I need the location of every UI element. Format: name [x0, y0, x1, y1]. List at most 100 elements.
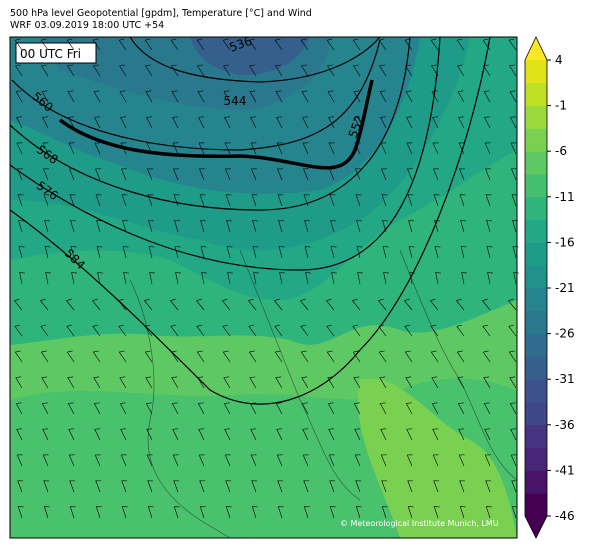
wind-barb	[223, 376, 231, 389]
wind-barb	[251, 480, 258, 493]
wind-barb	[302, 116, 309, 129]
wind-barb	[405, 376, 413, 389]
map-frame	[9, 36, 518, 539]
wind-barb	[483, 402, 491, 415]
wind-barb	[222, 38, 231, 51]
wind-barb	[355, 506, 362, 519]
wind-barb	[460, 246, 467, 259]
colorbar-tick-label: -41	[555, 463, 575, 477]
subtitle: WRF 03.09.2019 18:00 UTC +54	[10, 20, 164, 31]
wind-barb	[226, 220, 232, 233]
wind-barb	[354, 454, 361, 467]
wind-barb	[300, 324, 309, 337]
wind-barb	[248, 38, 257, 51]
wind-barb	[276, 428, 283, 441]
wind-barb	[303, 194, 310, 207]
wind-barb	[409, 271, 415, 285]
wind-barb	[408, 220, 414, 233]
wind-barb	[485, 168, 491, 181]
wind-barb	[457, 376, 465, 389]
wind-barb	[44, 220, 50, 233]
wind-barb	[118, 38, 127, 51]
wind-barb	[382, 246, 389, 259]
wind-barb	[383, 271, 389, 285]
wind-barb	[380, 454, 387, 467]
wind-barb	[432, 428, 439, 441]
wind-barb	[120, 142, 127, 155]
wind-barb	[433, 506, 440, 519]
wind-barb	[225, 194, 232, 207]
wind-barb	[15, 64, 23, 77]
wind-barb	[66, 324, 75, 337]
wind-barb	[67, 376, 75, 389]
colorbar-band	[525, 333, 547, 357]
wind-barb	[303, 506, 310, 519]
wind-barb	[18, 246, 25, 259]
wind-barb	[68, 428, 75, 441]
wind-barb	[407, 480, 414, 493]
wind-barb	[14, 324, 23, 337]
wind-barb	[119, 402, 127, 415]
wind-barb	[223, 90, 231, 103]
wind-barb	[405, 64, 413, 77]
wind-barb	[145, 402, 153, 415]
wind-barb	[328, 428, 335, 441]
wind-barb	[144, 324, 153, 337]
wind-barb	[42, 428, 49, 441]
wind-barb	[356, 220, 362, 233]
wind-barb	[70, 246, 77, 259]
wind-barb	[45, 271, 51, 285]
wind-barb	[351, 298, 361, 311]
wind-barb	[301, 376, 309, 389]
wind-barb	[196, 350, 205, 363]
wind-barb	[68, 142, 75, 155]
wind-barb	[278, 220, 284, 233]
wind-barb	[299, 298, 309, 311]
wind-barb	[224, 142, 231, 155]
wind-barb	[403, 298, 413, 311]
wind-barb	[144, 350, 153, 363]
wind-barb	[16, 116, 23, 129]
wind-barb	[41, 90, 49, 103]
wind-barb	[222, 324, 231, 337]
wind-barb	[95, 194, 102, 207]
wind-barb	[17, 506, 24, 519]
wind-barb	[304, 220, 310, 233]
wind-barb	[147, 480, 154, 493]
wind-barb	[67, 402, 75, 415]
wind-barb	[173, 506, 180, 519]
wind-barb	[353, 64, 361, 77]
wind-barb	[17, 194, 24, 207]
colorbar-band	[525, 60, 547, 84]
wind-barb	[123, 271, 129, 285]
wind-barb	[69, 194, 76, 207]
wind-barb	[380, 116, 387, 129]
wind-barb	[169, 298, 179, 311]
wind-barb	[405, 402, 413, 415]
wind-barb	[147, 506, 154, 519]
wind-barb	[145, 90, 153, 103]
wind-barb	[174, 246, 181, 259]
wind-barb	[406, 116, 413, 129]
colorbar-band	[525, 151, 547, 175]
wind-barb	[328, 142, 335, 155]
wind-barb	[435, 271, 441, 285]
wind-barb	[13, 298, 23, 311]
wind-barb	[510, 142, 517, 155]
wind-barb	[147, 194, 154, 207]
colorbar-band	[525, 242, 547, 266]
wind-barb	[175, 271, 181, 285]
wind-barb	[96, 246, 103, 259]
wind-barb	[356, 246, 363, 259]
wind-barb	[433, 194, 440, 207]
colorbar-tick-label: -1	[555, 99, 567, 113]
colorbar-tick-label: -46	[555, 509, 575, 523]
wind-barb	[69, 506, 76, 519]
wind-barb	[459, 194, 466, 207]
wind-barb	[121, 506, 128, 519]
wind-barb	[172, 116, 179, 129]
colorbar-band	[525, 447, 547, 471]
wind-barb	[224, 116, 231, 129]
wind-barb	[93, 64, 101, 77]
wind-barb	[433, 168, 439, 181]
